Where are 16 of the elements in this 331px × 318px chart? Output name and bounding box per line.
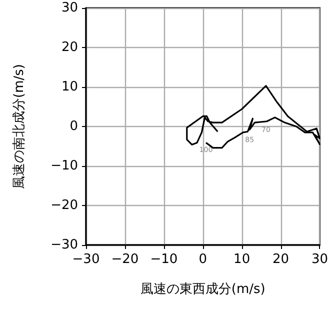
x-tick-label: −10 bbox=[150, 252, 178, 267]
y-tick-label: −10 bbox=[50, 158, 78, 174]
x-tick-label: 10 bbox=[234, 252, 250, 267]
y-tick-label: 30 bbox=[61, 0, 78, 16]
x-tick-label: 20 bbox=[272, 252, 290, 267]
x-axis-title: 風速の東西成分(m/s) bbox=[140, 282, 266, 297]
y-tick-label: 0 bbox=[70, 119, 78, 134]
x-tick-label: −30 bbox=[72, 252, 100, 267]
x-tick-label: 0 bbox=[198, 252, 208, 267]
y-tick-label: −20 bbox=[50, 198, 78, 213]
y-axis-title: 風速の南北成分(m/s) bbox=[12, 64, 27, 189]
x-tick-label: −20 bbox=[111, 252, 139, 267]
y-tick-label: 10 bbox=[61, 80, 78, 94]
y-tick-label: 20 bbox=[61, 40, 78, 55]
x-tick-label: 30 bbox=[311, 252, 328, 267]
y-tick-label: −30 bbox=[50, 238, 78, 252]
